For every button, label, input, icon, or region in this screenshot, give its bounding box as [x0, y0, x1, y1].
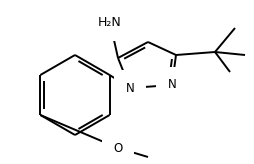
Text: O: O [113, 142, 123, 154]
Text: N: N [168, 79, 176, 92]
Text: H₂N: H₂N [98, 16, 122, 29]
Text: N: N [126, 82, 134, 94]
